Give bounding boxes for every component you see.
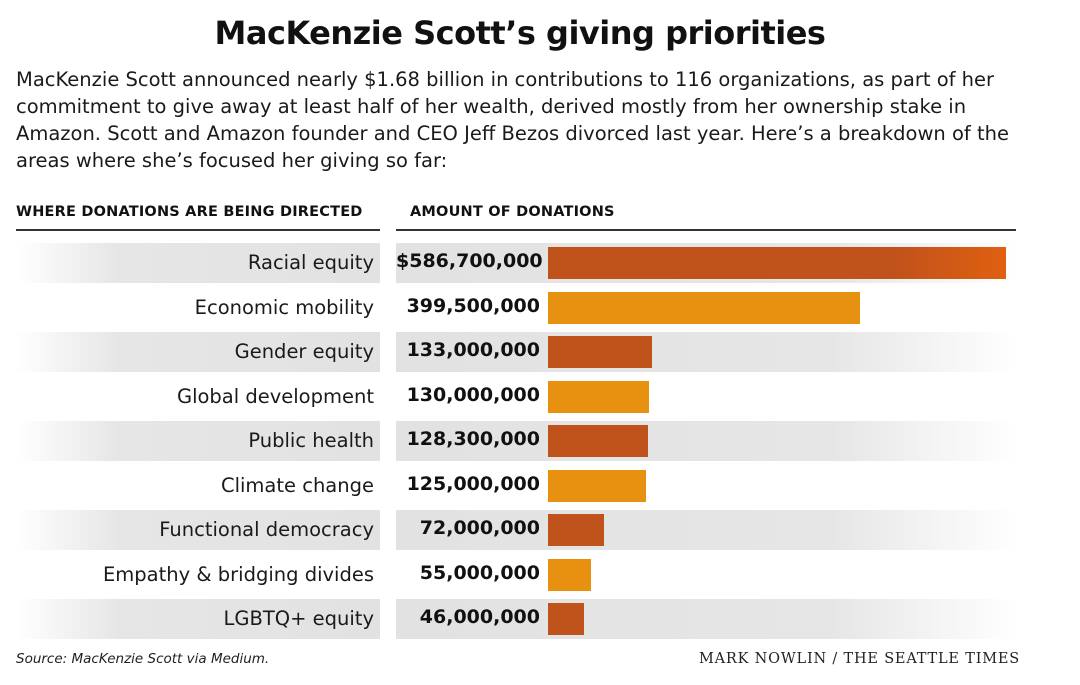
intro-text: MacKenzie Scott announced nearly $1.68 b…	[16, 68, 1009, 172]
value-label: $586,700,000	[396, 250, 543, 272]
bar	[548, 336, 652, 368]
row-shade-left	[16, 421, 380, 461]
header-rule-right	[396, 229, 1016, 231]
category-label: Public health	[248, 429, 374, 452]
bar	[548, 247, 1006, 279]
bar	[548, 291, 860, 324]
category-column-header: WHERE DONATIONS ARE BEING DIRECTED	[16, 204, 363, 220]
value-label: 125,000,000	[406, 472, 540, 495]
row-shade-left	[16, 510, 380, 550]
bar	[548, 514, 605, 546]
bar	[548, 425, 649, 457]
chart-title: MacKenzie Scott’s giving priorities	[214, 14, 826, 52]
amount-column-header: AMOUNT OF DONATIONS	[410, 204, 615, 220]
value-label: 55,000,000	[419, 561, 540, 584]
category-label: Empathy & bridging divides	[102, 562, 374, 586]
category-label: LGBTQ+ equity	[223, 607, 375, 630]
category-label: Climate change	[220, 473, 374, 497]
row-shade-right	[396, 599, 1018, 639]
value-label: 130,000,000	[406, 383, 540, 406]
row-shade-right	[396, 421, 1018, 461]
category-label: Global development	[176, 384, 374, 408]
credit-line: MARK NOWLIN / THE SEATTLE TIMES	[698, 651, 1020, 667]
header-rule-left	[16, 229, 380, 231]
value-label: 72,000,000	[419, 517, 540, 539]
value-label: 399,500,000	[406, 294, 540, 317]
value-label: 46,000,000	[419, 606, 540, 628]
source-note: Source: MacKenzie Scott via Medium.	[16, 651, 270, 667]
category-label: Gender equity	[234, 340, 374, 363]
row-shade-right	[396, 332, 1018, 372]
bar	[548, 469, 646, 502]
bar	[548, 558, 591, 591]
row-shade-left	[16, 332, 380, 372]
category-label: Economic mobility	[194, 295, 374, 319]
category-label: Functional democracy	[159, 518, 374, 541]
row-shade-left	[16, 599, 380, 639]
row-shade-right	[396, 510, 1018, 550]
bar	[548, 380, 650, 413]
bar	[548, 603, 584, 635]
category-label: Racial equity	[247, 251, 374, 274]
value-label: 133,000,000	[406, 339, 540, 361]
value-label: 128,300,000	[406, 428, 540, 450]
row-shade-left	[16, 243, 380, 283]
